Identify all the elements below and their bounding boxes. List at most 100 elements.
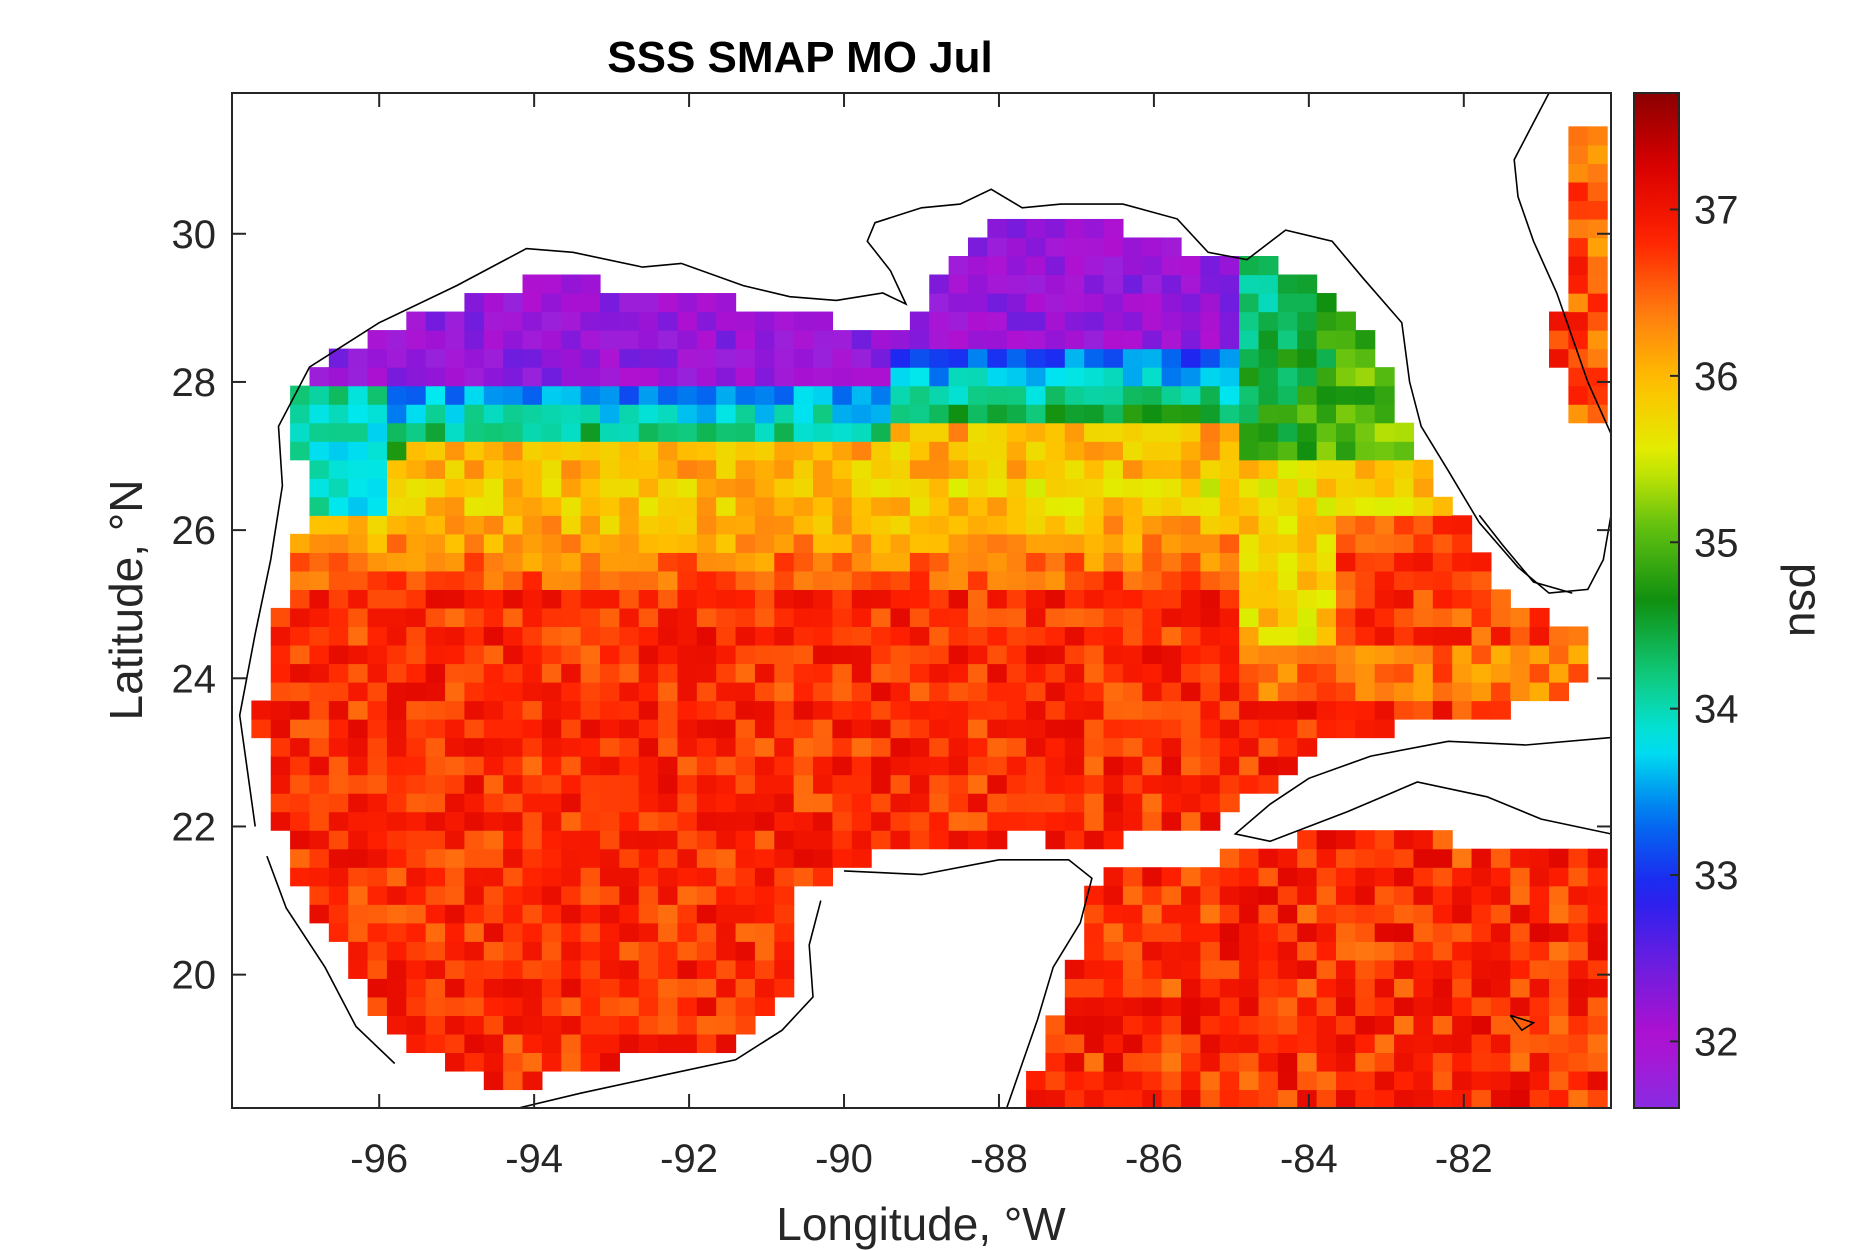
salinity-cell [1161,644,1182,665]
salinity-cell [328,681,349,702]
salinity-cell [1026,700,1047,720]
salinity-cell [658,385,679,405]
salinity-cell [580,459,601,479]
salinity-cell [1161,996,1182,1016]
salinity-cell [1568,144,1589,164]
salinity-cell [929,404,950,424]
salinity-cell [1549,1052,1569,1072]
salinity-cell [1510,1070,1531,1091]
salinity-cell [1103,959,1124,979]
salinity-cell [580,441,601,461]
salinity-cell [793,515,814,535]
salinity-cell [1258,348,1279,368]
salinity-cell [1355,552,1376,572]
salinity-cell [774,478,795,498]
salinity-cell [445,793,466,813]
salinity-cell [619,478,640,498]
salinity-cell [1219,311,1240,331]
salinity-cell [483,867,504,887]
salinity-cell [1161,255,1182,276]
salinity-cell [909,348,930,368]
salinity-cell [909,404,930,424]
salinity-cell [1161,237,1182,257]
salinity-cell [813,811,834,831]
salinity-cell [1394,681,1415,702]
salinity-cell [309,570,330,590]
salinity-cell [464,681,485,702]
salinity-cell [290,867,311,887]
salinity-cell [1413,515,1434,535]
salinity-cell [541,626,562,646]
salinity-cell [1587,904,1608,924]
salinity-cell [1316,941,1337,961]
salinity-cell [793,367,814,387]
salinity-cell [1297,385,1318,405]
salinity-cell [1277,904,1298,924]
salinity-cell [1103,348,1124,368]
salinity-cell [367,385,388,405]
salinity-cell [522,348,543,368]
salinity-cell [1026,404,1047,424]
salinity-cell [1181,978,1201,998]
salinity-cell [580,867,601,887]
salinity-cell [541,533,562,553]
salinity-cell [619,367,640,387]
salinity-cell [1335,515,1356,535]
salinity-cell [1006,385,1027,405]
salinity-cell [696,404,717,424]
salinity-cell [1413,663,1434,683]
salinity-cell [832,570,853,590]
salinity-cell [1374,367,1395,387]
salinity-cell [832,496,853,516]
salinity-cell [1277,719,1298,739]
salinity-cell [1161,719,1182,739]
salinity-cell [1316,922,1337,942]
salinity-cell [793,774,814,794]
salinity-cell [987,552,1008,572]
salinity-cell [580,922,601,942]
salinity-cell [348,848,369,868]
salinity-cell [1316,959,1337,979]
salinity-cell [445,811,466,831]
salinity-cell [483,1070,504,1091]
salinity-cell [1026,626,1047,646]
salinity-cell [1239,626,1260,646]
salinity-cell [1413,867,1434,887]
y-axis-label: Latitude, °N [100,480,152,721]
salinity-cell [503,626,524,646]
salinity-cell [1316,644,1337,665]
salinity-cell [696,348,717,368]
salinity-cell [348,478,369,498]
salinity-cell [929,478,950,498]
salinity-cell [677,996,698,1016]
salinity-cell [1316,570,1337,590]
salinity-cell [735,459,756,479]
salinity-cell [658,404,679,424]
salinity-cell [1335,681,1356,702]
salinity-cell [1374,996,1395,1016]
salinity-cell [1219,441,1240,461]
salinity-cell [1297,533,1318,553]
salinity-cell [445,311,466,331]
salinity-cell [1549,1015,1569,1035]
salinity-cell [813,719,834,739]
salinity-cell [503,404,524,424]
salinity-cell [1122,904,1143,924]
salinity-cell [1181,756,1201,776]
salinity-cell [1297,848,1318,868]
x-tick-label: -96 [350,1137,408,1181]
salinity-cell [638,496,659,516]
salinity-cell [1258,848,1279,868]
salinity-cell [270,793,291,813]
salinity-cell [987,496,1008,516]
salinity-cell [1142,274,1163,294]
salinity-cell [1161,607,1182,628]
salinity-cell [1374,904,1395,924]
salinity-cell [290,644,311,665]
salinity-cell [328,607,349,628]
salinity-cell [1471,978,1492,998]
salinity-cell [599,848,620,868]
salinity-cell [696,737,717,757]
salinity-cell [425,1033,446,1054]
salinity-cell [1490,700,1511,720]
